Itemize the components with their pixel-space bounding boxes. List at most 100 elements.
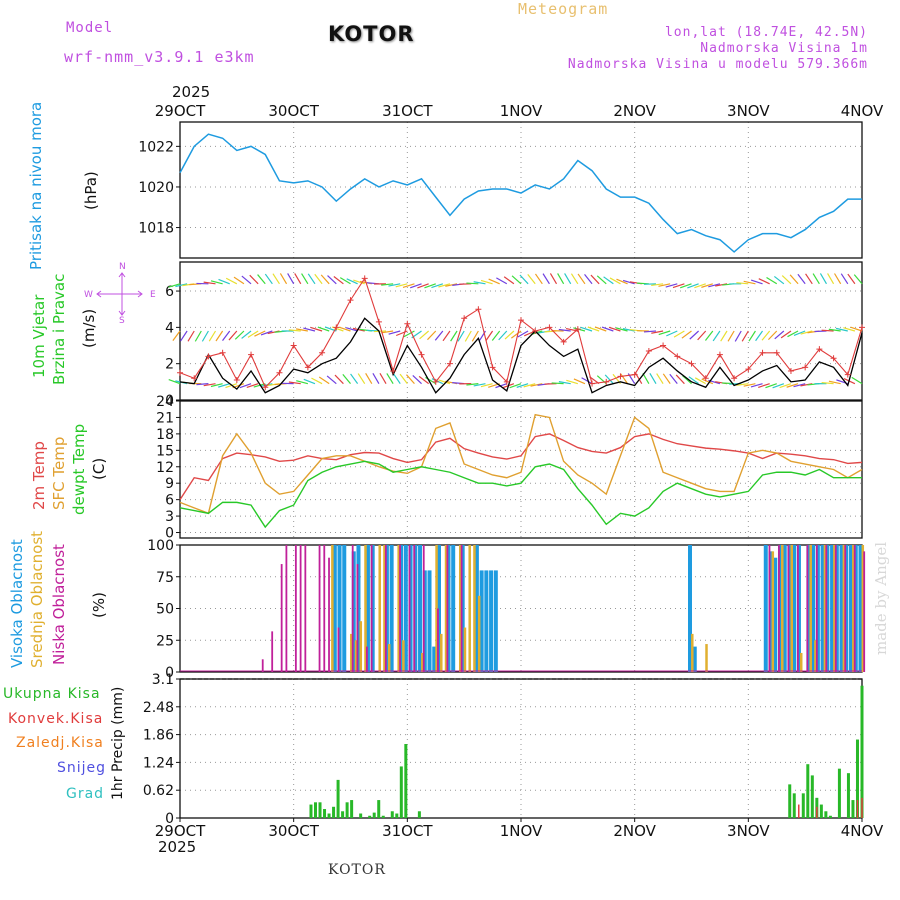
wind-arrow <box>622 279 635 285</box>
wind-arrow <box>558 328 571 332</box>
wind-arrow <box>594 326 607 332</box>
wind-arrow <box>523 383 536 388</box>
total-precip-bar <box>851 800 855 818</box>
mid-cloud-bar <box>397 545 400 672</box>
wind-arrow <box>573 378 586 385</box>
wind-arrow <box>410 283 422 289</box>
wind-gust-marker <box>375 318 382 325</box>
total-precip-bar <box>359 813 363 818</box>
low-cloud-bar <box>863 551 866 672</box>
wind-arrow <box>427 330 437 341</box>
wind-arrow <box>616 278 628 285</box>
total-precip-bar <box>381 815 385 818</box>
wind-arrow <box>734 330 742 342</box>
date-label-bottom: 2NOV <box>613 822 656 840</box>
low-cloud-bar <box>437 608 439 672</box>
wind-arrow <box>669 373 678 385</box>
wind-arrow <box>819 273 827 285</box>
wind-gust-marker <box>475 306 482 313</box>
wind-arrow <box>679 283 692 289</box>
wind-arrow <box>766 277 778 285</box>
wind-arrow <box>584 274 593 285</box>
total-precip-bar <box>323 809 327 818</box>
low-cloud-bar <box>294 545 297 672</box>
total-precip-bar <box>350 800 354 818</box>
wind-arrow <box>480 383 493 388</box>
model-elevation-text: Nadmorska Visina u modelu 579.366m <box>567 57 868 72</box>
wind-arrow <box>303 327 316 332</box>
y-tick-label: 6 <box>165 493 174 509</box>
wind-gust-marker <box>716 351 723 358</box>
wind-arrow <box>787 330 799 338</box>
mid-cloud-bar <box>364 545 367 672</box>
total-precip-bar <box>810 775 814 818</box>
total-precip-bar <box>309 804 313 818</box>
wind-gust-marker <box>816 346 823 353</box>
wind-gust-marker <box>802 364 809 371</box>
low-cloud-bar <box>323 545 326 672</box>
wind-arrow <box>755 330 764 342</box>
high-cloud-bar <box>384 545 389 672</box>
wind-arrow <box>761 330 771 341</box>
high-cloud-bar <box>418 545 423 672</box>
low-cloud-bar <box>778 545 780 672</box>
high-cloud-bar <box>782 545 787 672</box>
wind-arrow <box>442 330 451 342</box>
total-precip-bar <box>313 802 317 818</box>
wind-arrow <box>850 326 863 332</box>
total-precip-bar <box>828 815 832 818</box>
high-cloud-bar <box>763 545 768 672</box>
wind-gust-marker <box>248 351 255 358</box>
total-precip-bar <box>341 811 345 818</box>
compass-arrows-icon <box>96 272 143 316</box>
wind-arrow <box>395 283 408 288</box>
wind-arrow <box>381 283 394 286</box>
date-label-top: 31OCT <box>382 102 433 120</box>
wind-arrow <box>564 273 572 285</box>
y-tick-label: 100 <box>147 538 174 554</box>
wind-arrow <box>471 330 479 342</box>
wind-gust-marker <box>503 378 510 385</box>
total-precip-bar <box>855 739 859 818</box>
wind-arrow <box>736 282 749 285</box>
legend-hail: Grad <box>66 786 105 802</box>
mid-cloud-bar <box>771 551 775 672</box>
wind-gust-marker <box>589 380 596 387</box>
wind-gust-marker <box>461 315 468 322</box>
wind-gust-marker <box>773 349 780 356</box>
mid-cloud-bar <box>463 627 467 672</box>
legend-snow: Snijeg <box>57 760 107 776</box>
wind-arrow <box>743 280 756 285</box>
high-cloud-bar <box>688 545 692 672</box>
wind-arrow <box>750 383 763 388</box>
wind-arrow <box>388 330 401 335</box>
wind-arrow <box>651 283 664 287</box>
wind-arrow <box>365 373 373 384</box>
legend-frozen-rain: Zaledj.Kisa <box>16 735 104 751</box>
wind-arrow <box>835 327 848 332</box>
high-cloud-bar <box>365 545 370 672</box>
wind-arrow <box>580 326 593 332</box>
date-label-bottom: 29OCT <box>155 822 206 840</box>
date-label-bottom: 4NOV <box>841 822 884 840</box>
wind-gust-marker <box>205 353 212 360</box>
high-cloud-bar <box>460 545 465 672</box>
high-cloud-bar <box>332 545 337 672</box>
y-tick-label: 21 <box>156 410 174 426</box>
wind-arrow <box>187 330 195 342</box>
wind-arrow <box>672 283 685 289</box>
wind-arrow <box>789 274 799 285</box>
wind-arrow <box>615 327 628 332</box>
wind-gust-marker <box>361 275 368 282</box>
wind-arrow <box>601 326 614 332</box>
wind-arrow <box>765 383 777 389</box>
total-precip-bar <box>806 764 810 818</box>
mid-cloud-bar <box>809 545 812 672</box>
wind-arrow <box>333 276 344 285</box>
wind-arrow <box>249 274 259 285</box>
wind-arrow <box>800 330 813 335</box>
total-precip-bar <box>372 812 376 818</box>
wind-arrow <box>434 330 444 341</box>
wind-arrow <box>203 281 216 285</box>
wind-arrow <box>503 276 515 285</box>
